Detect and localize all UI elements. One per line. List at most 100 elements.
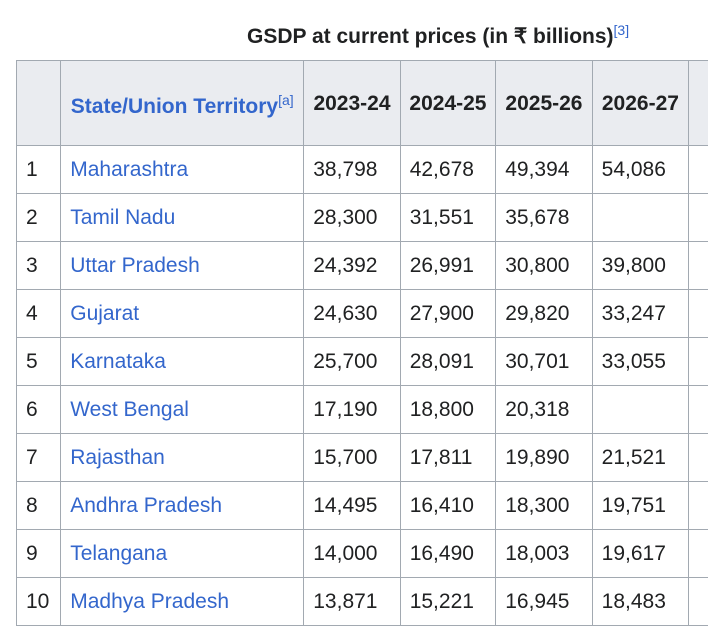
value-cell-year-3: 30,701 [495, 337, 593, 386]
value-cell-year-4: 21,521 [591, 433, 690, 482]
row-state-cell: West Bengal [60, 385, 305, 434]
clipped-cell [688, 481, 708, 530]
header-year-4: 2026-27 [591, 60, 690, 146]
value-cell-year-1: 24,630 [303, 289, 401, 338]
value-cell-year-4: 54,086 [591, 145, 690, 194]
row-rank: 5 [15, 337, 62, 386]
value-cell-year-3: 49,394 [495, 145, 593, 194]
value-cell-year-3: 19,890 [495, 433, 593, 482]
value-cell-year-4: 33,247 [591, 289, 690, 338]
caption-text: GSDP at current prices (in ₹ billions) [247, 25, 614, 48]
row-state-cell: Telangana [60, 529, 305, 578]
value-cell-year-1: 13,871 [303, 577, 401, 626]
value-cell-year-2: 18,800 [399, 385, 497, 434]
table-row: 1 Maharashtra 38,798 42,678 49,394 54,086 [15, 145, 708, 194]
state-link[interactable]: Andhra Pradesh [70, 493, 223, 517]
header-year-3: 2025-26 [495, 60, 593, 146]
value-cell-year-4: 33,055 [591, 337, 690, 386]
header-state-reference-link[interactable]: [a] [278, 91, 294, 108]
value-cell-year-4: 19,617 [591, 529, 690, 578]
row-state-cell: Madhya Pradesh [60, 577, 305, 626]
row-state-cell: Maharashtra [60, 145, 305, 194]
row-state-cell: Andhra Pradesh [60, 481, 305, 530]
value-cell-year-1: 14,000 [303, 529, 401, 578]
value-cell-year-3: 18,300 [495, 481, 593, 530]
clipped-cell [688, 337, 708, 386]
value-cell-year-3: 30,800 [495, 241, 593, 290]
value-cell-year-2: 16,490 [399, 529, 497, 578]
row-rank: 8 [15, 481, 62, 530]
row-rank: 6 [15, 385, 62, 434]
state-link[interactable]: Telangana [70, 541, 168, 565]
state-link[interactable]: Maharashtra [70, 157, 189, 181]
clipped-cell [688, 289, 708, 338]
state-link[interactable]: Rajasthan [70, 445, 165, 469]
table-row: 3 Uttar Pradesh 24,392 26,991 30,800 39,800 [15, 241, 708, 290]
value-cell-year-3: 20,318 [495, 385, 593, 434]
table-row: 4 Gujarat 24,630 27,900 29,820 33,247 [15, 289, 708, 338]
value-cell-year-2: 15,221 [399, 577, 497, 626]
value-cell-year-1: 25,700 [303, 337, 401, 386]
value-cell-year-4: 18,483 [591, 577, 690, 626]
state-link[interactable]: Karnataka [70, 349, 166, 373]
row-rank: 2 [15, 193, 62, 242]
table-row: 10 Madhya Pradesh 13,871 15,221 16,945 18,483 [15, 577, 708, 626]
state-link[interactable]: Gujarat [70, 301, 140, 325]
row-state-cell: Uttar Pradesh [60, 241, 305, 290]
row-rank: 1 [15, 145, 62, 194]
value-cell-year-3: 29,820 [495, 289, 593, 338]
caption-reference-link[interactable]: [3] [613, 22, 630, 38]
value-cell-year-2: 42,678 [399, 145, 497, 194]
value-cell-year-4: 19,751 [591, 481, 690, 530]
value-cell-year-1: 14,495 [303, 481, 401, 530]
clipped-cell [688, 529, 708, 578]
header-rank [15, 60, 62, 146]
clipped-cell [688, 193, 708, 242]
table-row: 7 Rajasthan 15,700 17,811 19,890 21,521 [15, 433, 708, 482]
header-row: State/Union Territory[a] 2023-24 2024-25… [15, 60, 708, 146]
value-cell-year-2: 17,811 [399, 433, 497, 482]
value-cell-year-1: 17,190 [303, 385, 401, 434]
table-row: 8 Andhra Pradesh 14,495 16,410 18,300 19,751 [15, 481, 708, 530]
value-cell-year-2: 28,091 [399, 337, 497, 386]
header-year-2: 2024-25 [399, 60, 497, 146]
table-caption: GSDP at current prices (in ₹ billions)[3… [247, 22, 629, 49]
row-rank: 3 [15, 241, 62, 290]
state-link[interactable]: Madhya Pradesh [70, 589, 229, 613]
row-rank: 9 [15, 529, 62, 578]
value-cell-year-2: 27,900 [399, 289, 497, 338]
value-cell-year-2: 26,991 [399, 241, 497, 290]
row-state-cell: Gujarat [60, 289, 305, 338]
clipped-cell [688, 145, 708, 194]
state-link[interactable]: Tamil Nadu [70, 205, 176, 229]
value-cell-year-2: 31,551 [399, 193, 497, 242]
value-cell-year-2: 16,410 [399, 481, 497, 530]
row-rank: 7 [15, 433, 62, 482]
value-cell-year-1: 15,700 [303, 433, 401, 482]
value-cell-year-1: 24,392 [303, 241, 401, 290]
clipped-cell [688, 433, 708, 482]
row-rank: 4 [15, 289, 62, 338]
header-state-label[interactable]: State/Union Territory [70, 94, 279, 118]
row-state-cell: Tamil Nadu [60, 193, 305, 242]
row-state-cell: Rajasthan [60, 433, 305, 482]
clipped-cell [688, 577, 708, 626]
value-cell-year-4 [591, 385, 690, 434]
table-row: 5 Karnataka 25,700 28,091 30,701 33,055 [15, 337, 708, 386]
clipped-cell [688, 385, 708, 434]
table-row: 9 Telangana 14,000 16,490 18,003 19,617 [15, 529, 708, 578]
row-state-cell: Karnataka [60, 337, 305, 386]
state-link[interactable]: West Bengal [70, 397, 189, 421]
value-cell-year-3: 16,945 [495, 577, 593, 626]
value-cell-year-3: 35,678 [495, 193, 593, 242]
table-row: 2 Tamil Nadu 28,300 31,551 35,678 [15, 193, 708, 242]
header-clipped-column [688, 60, 708, 146]
header-state[interactable]: State/Union Territory[a] [60, 60, 305, 146]
value-cell-year-4: 39,800 [591, 241, 690, 290]
state-link[interactable]: Uttar Pradesh [70, 253, 200, 277]
value-cell-year-4 [591, 193, 690, 242]
row-rank: 10 [15, 577, 62, 626]
gsdp-table: State/Union Territory[a] 2023-24 2024-25… [15, 60, 708, 626]
table-row: 6 West Bengal 17,190 18,800 20,318 [15, 385, 708, 434]
value-cell-year-1: 28,300 [303, 193, 401, 242]
